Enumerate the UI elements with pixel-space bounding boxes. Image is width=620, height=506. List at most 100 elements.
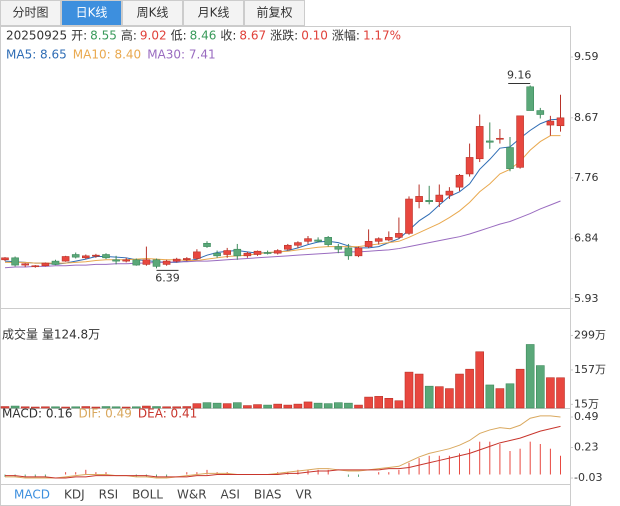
info-text: 0.10 [301,29,328,43]
volume-bar [20,406,30,409]
candle-body [294,242,302,246]
candle-body [374,238,383,242]
volume-bar [455,373,464,409]
volume-bar [71,406,80,409]
candle-body [445,190,454,196]
candle-body [395,233,403,238]
candle-body [31,265,40,268]
candle-body [496,137,504,140]
volume-bar [152,406,161,409]
candle-body [112,259,120,262]
tab[interactable] [0,0,61,26]
y-tick-label: 8.67 [574,111,599,124]
volume-bar [172,406,181,409]
candle-body [21,263,30,266]
tab-label[interactable]: 周K线 [137,6,169,20]
candle-body [314,239,322,242]
volume-bar [111,406,121,409]
volume-bar [485,384,495,409]
volume-bar [556,377,565,409]
info-text: DEA: 0.41 [138,407,197,421]
tab-label[interactable]: 分时图 [12,6,48,20]
volume-bar [212,402,222,409]
y-tick-label: 5.93 [574,292,599,305]
candle-body [253,250,262,255]
candle-body [102,254,110,259]
candle-body [273,250,282,254]
tab[interactable] [122,0,183,26]
candle-body [71,254,80,258]
indicator-tab[interactable]: VR [296,488,313,502]
info-text: 8.67 [239,29,266,43]
info-text: 低: [171,29,187,43]
tab[interactable] [183,0,244,26]
y-tick-label: 0.23 [574,441,599,454]
candle-body [425,200,434,202]
volume-bar [243,405,252,409]
info-text: 1.17% [363,29,401,43]
candle-body [172,258,181,262]
macd-line [5,425,561,479]
candle-body [556,117,565,127]
candle-body [475,126,484,160]
volume-bar [374,396,384,409]
y-tick-label: 157万 [574,363,606,376]
indicator-tab[interactable]: BIAS [254,488,282,502]
candle-body [61,256,70,262]
candle-body [354,247,363,257]
y-tick-label: 299万 [574,329,606,342]
ma-line [5,135,561,264]
tab[interactable] [244,0,305,26]
volume-bar [404,371,414,409]
candle-body [405,198,413,234]
info-text: MA5: 8.65 [6,48,67,62]
tab-label[interactable]: 月K线 [198,6,230,20]
candle-body [152,259,161,267]
y-tick-label: 6.84 [574,232,599,245]
indicator-tab[interactable]: RSI [99,488,119,502]
volume-bar [142,405,151,409]
y-tick-label: 0.49 [574,410,599,423]
tab-label[interactable]: 前复权 [256,5,292,20]
info-text: 8.55 [90,29,117,43]
volume-bar [364,396,373,409]
candle-body [485,140,494,143]
y-tick-label: 7.76 [574,171,599,184]
candle-body [283,244,292,250]
volume-bar [323,403,333,409]
candle-body [334,246,343,250]
tab-label[interactable]: 日K线 [76,6,108,20]
volume-bar [313,402,323,409]
volume-bar [91,406,101,409]
volume-bar [333,402,343,409]
info-text: 9.02 [140,29,167,43]
indicator-tab[interactable]: KDJ [64,488,85,502]
volume-bar [525,344,535,409]
candle-body [344,247,353,257]
info-text: 涨跌: [270,28,298,43]
tab[interactable] [61,0,122,26]
candle-body [465,157,474,175]
low-label: 6.39 [155,271,180,284]
candle-body [455,174,464,188]
volume-bar [384,398,394,409]
volume-bar [354,404,363,409]
volume-bar [303,401,313,409]
indicator-tab[interactable]: ASI [221,488,240,502]
indicator-tab[interactable]: W&R [177,488,207,502]
candle-body [233,248,242,257]
volume-bar [30,406,40,409]
volume-bar [192,403,202,409]
volume-bar [263,404,272,409]
volume-bar [505,383,515,409]
volume-bar [182,406,192,409]
info-text: MA10: 8.40 [73,48,141,62]
candle-body [415,196,423,202]
volume-bar [233,402,242,409]
indicator-tab[interactable]: MACD [14,488,50,502]
candle-body [193,251,201,259]
indicator-tab[interactable]: BOLL [132,488,163,502]
volume-bar [394,400,404,409]
candle-body [51,260,60,265]
